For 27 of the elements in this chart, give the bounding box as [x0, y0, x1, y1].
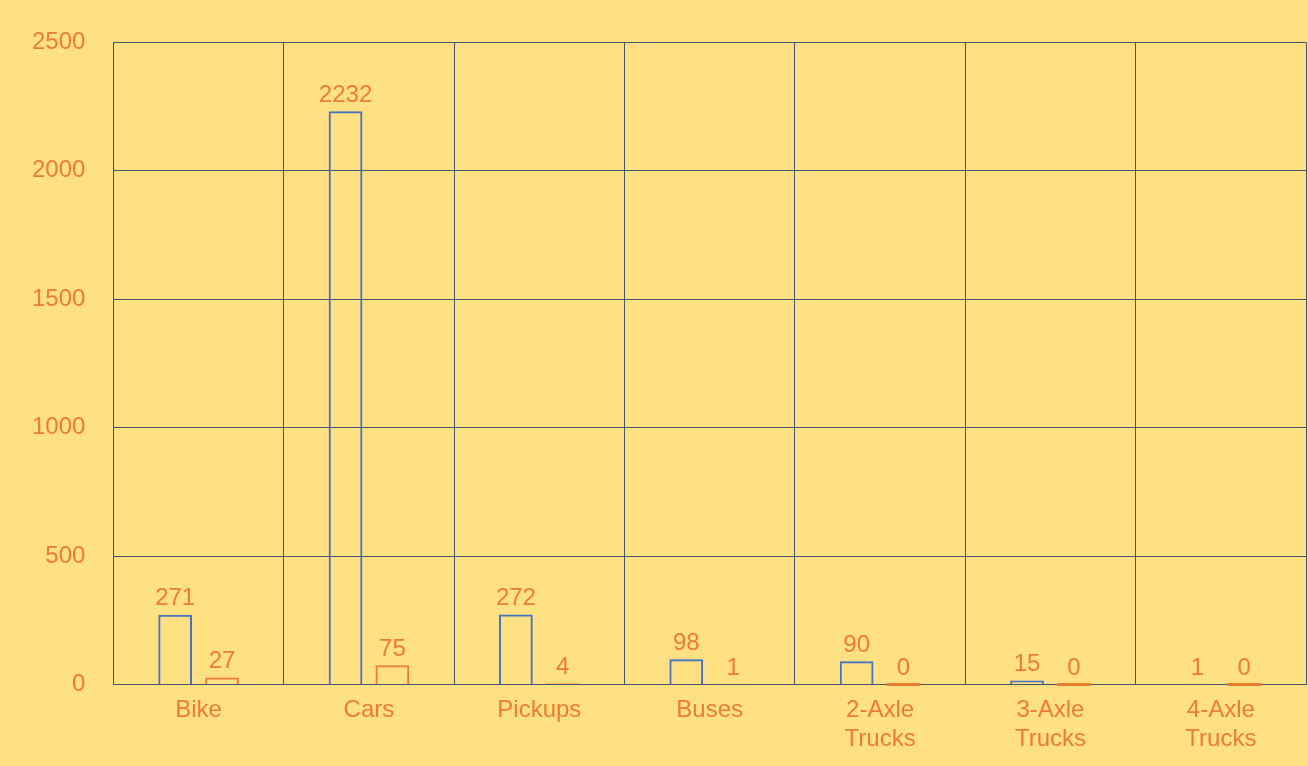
x-tick-label: Bike [175, 695, 222, 723]
data-label: 271 [155, 583, 196, 611]
y-tick-label: 0 [72, 669, 86, 697]
y-tick-label: 2500 [32, 27, 86, 55]
x-tick-label: 4-Axle Trucks [1185, 695, 1257, 752]
x-tick-label: Cars [343, 695, 395, 723]
data-label: 2232 [318, 79, 373, 107]
x-tick-label: Pickups [497, 695, 582, 723]
x-tick-label: Buses [676, 695, 744, 723]
data-label: 27 [208, 646, 236, 674]
y-tick-label: 2000 [32, 155, 86, 183]
data-label: 0 [1067, 653, 1081, 681]
data-label: 1 [1190, 652, 1205, 680]
x-tick-label: 2-Axle Trucks [844, 695, 916, 752]
y-tick-label: 1500 [32, 283, 86, 311]
x-tick-label: 3-Axle Trucks [1014, 695, 1086, 752]
data-label: 0 [896, 653, 911, 681]
data-label: 1 [726, 652, 740, 680]
data-label: 4 [556, 652, 570, 679]
data-label: 0 [1237, 653, 1251, 681]
data-label: 272 [495, 583, 536, 611]
data-label: 98 [672, 627, 700, 655]
data-label: 90 [843, 629, 870, 657]
y-tick-label: 1000 [32, 412, 86, 440]
data-label: 75 [379, 633, 406, 661]
data-label: 15 [1013, 649, 1041, 677]
y-tick-label: 500 [45, 540, 86, 568]
